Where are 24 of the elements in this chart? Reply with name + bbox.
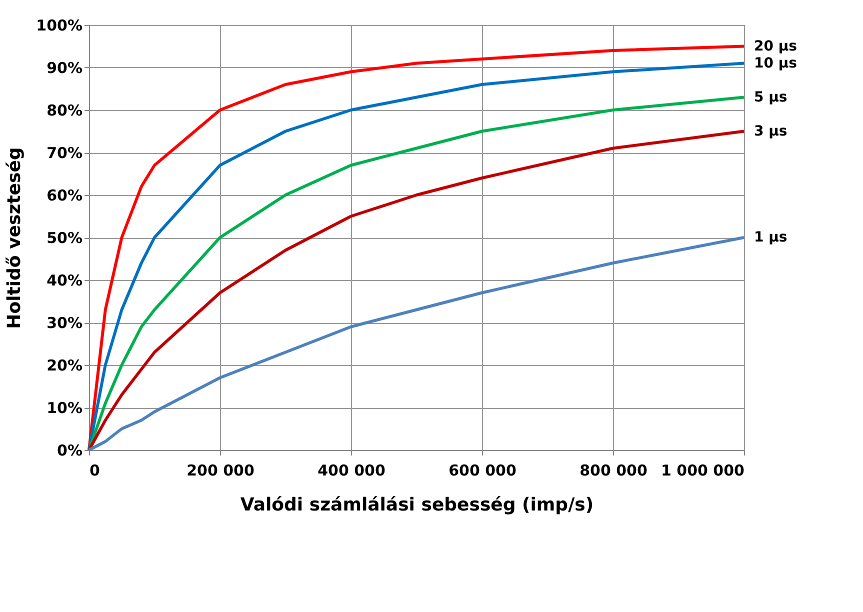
x-tick-label: 400 000 [318,462,386,480]
x-tick-label: 600 000 [448,462,516,480]
y-tick-label: 40% [46,272,82,290]
y-tick-label: 50% [46,229,82,247]
x-tick-label: 800 000 [580,462,648,480]
y-axis-title: Holtidő veszteség [4,147,26,329]
y-tick-label: 20% [46,356,82,374]
x-tick-label: 0 [90,462,100,480]
y-tick-label: 100% [36,16,82,34]
series-label: 5 µs [754,89,788,106]
y-tick-label: 60% [46,186,82,204]
y-tick-label: 30% [46,314,82,332]
y-tick-label: 90% [46,59,82,77]
x-tick-label: 1 000 000 [660,462,744,480]
x-tick-label: 200 000 [186,462,254,480]
series-label: 20 µs [754,38,797,54]
series-label: 10 µs [754,55,797,72]
y-tick-label: 80% [46,102,82,120]
series-label: 1 µs [754,230,788,246]
y-tick-label: 0% [57,442,82,460]
y-tick-label: 70% [46,144,82,162]
series-label: 3 µs [754,123,788,140]
x-axis-title: Valódi számlálási sebesség (imp/s) [240,494,594,516]
y-tick-label: 10% [46,399,82,417]
